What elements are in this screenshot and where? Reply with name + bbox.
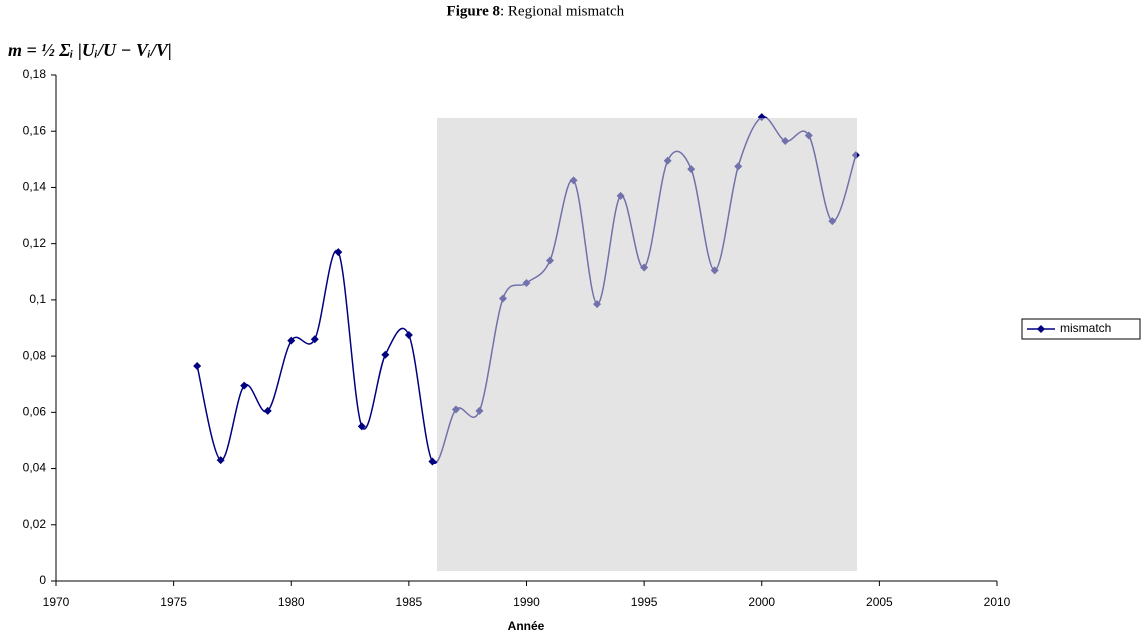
y-tick-label: 0,16	[23, 123, 47, 137]
x-tick-label: 1970	[43, 595, 70, 609]
legend-box	[1021, 318, 1141, 340]
x-tick-label: 1990	[513, 595, 540, 609]
y-tick-label: 0,02	[23, 517, 47, 531]
y-tick-label: 0,04	[23, 461, 47, 475]
y-tick-label: 0,06	[23, 405, 47, 419]
marker	[428, 457, 437, 466]
x-tick-label: 1995	[631, 595, 658, 609]
x-tick-label: 1980	[278, 595, 305, 609]
marker	[334, 248, 343, 257]
y-tick-label: 0,1	[29, 292, 46, 306]
y-tick-label: 0,18	[23, 67, 47, 81]
y-tick-label: 0,08	[23, 348, 47, 362]
x-tick-label: 1975	[160, 595, 187, 609]
x-tick-label: 2000	[748, 595, 775, 609]
y-tick-label: 0,14	[23, 180, 47, 194]
marker	[216, 456, 225, 465]
x-tick-label: 1985	[396, 595, 423, 609]
formula: m = ½ Σᵢ |Uᵢ/U − Vᵢ/V|	[8, 40, 172, 60]
x-axis-label: Année	[508, 619, 545, 633]
shaded-period	[437, 118, 857, 571]
marker	[404, 331, 413, 340]
marker	[357, 422, 366, 431]
legend-marker	[1037, 325, 1045, 333]
marker	[263, 406, 272, 415]
figure-label: Figure 8	[447, 3, 500, 19]
x-tick-label: 2010	[984, 595, 1011, 609]
chart-title: : Regional mismatch	[500, 3, 625, 19]
marker	[310, 335, 319, 344]
marker	[287, 336, 296, 345]
marker	[240, 381, 249, 390]
y-tick-label: 0,12	[23, 236, 47, 250]
y-tick-label: 0	[39, 573, 46, 587]
marker	[193, 361, 202, 370]
legend-label: mismatch	[1060, 321, 1111, 335]
marker	[381, 350, 390, 359]
x-tick-label: 2005	[866, 595, 893, 609]
